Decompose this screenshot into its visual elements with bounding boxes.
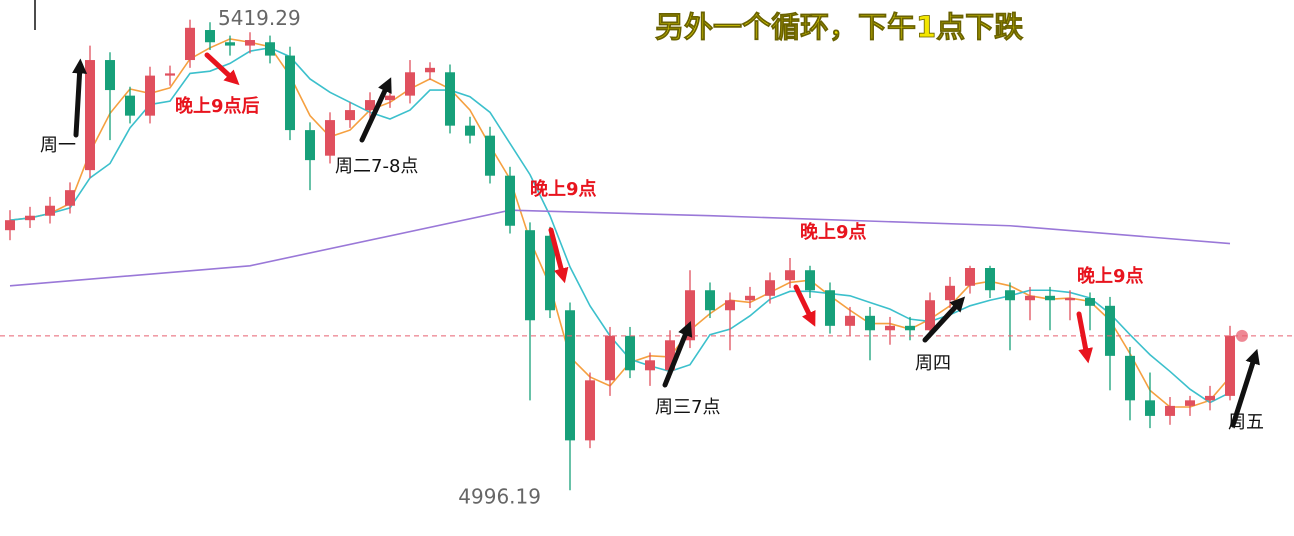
candle-body: [1025, 295, 1035, 301]
candle-body: [565, 310, 575, 441]
candle-body: [1105, 305, 1115, 356]
arrow: [1076, 311, 1093, 364]
candle-body: [665, 340, 675, 371]
candle-body: [1125, 355, 1135, 401]
annotation: 周三7点: [655, 397, 720, 418]
candle-body: [385, 95, 395, 101]
annotation: 晚上9点: [800, 221, 867, 243]
candle-body: [1005, 290, 1015, 301]
candle-body: [985, 268, 995, 291]
arrow: [793, 284, 816, 327]
candle-body: [485, 135, 495, 176]
candle-body: [965, 268, 975, 286]
candle-body: [205, 30, 215, 43]
candle-body: [765, 280, 775, 296]
candle-body: [1185, 400, 1195, 406]
candle-body: [285, 55, 295, 131]
candle-body: [785, 270, 795, 281]
candle-body: [1065, 298, 1075, 301]
candle-body: [145, 75, 155, 116]
candle-body: [125, 95, 135, 116]
arrow: [204, 52, 240, 86]
candle-body: [1225, 335, 1235, 396]
candle-body: [5, 220, 15, 231]
annotation: 晚上9点后: [175, 95, 260, 117]
arrow: [72, 58, 88, 138]
candle-body: [825, 290, 835, 326]
candle-body: [705, 290, 715, 311]
candle-body: [445, 72, 455, 126]
arrow: [1230, 348, 1260, 428]
candle-body: [605, 335, 615, 381]
annotation: 周二7-8点: [335, 156, 418, 177]
candle-body: [505, 175, 515, 226]
arrows: [72, 52, 1260, 428]
candle-body: [365, 100, 375, 111]
annotation: 周五: [1228, 412, 1264, 433]
candle-body: [585, 380, 595, 441]
candle-body: [25, 215, 35, 221]
price-dot: [1236, 329, 1248, 342]
candle-body: [545, 235, 555, 311]
candle-body: [1145, 400, 1155, 416]
candle-body: [725, 300, 735, 311]
candle-body: [325, 120, 335, 156]
candle-body: [265, 42, 275, 56]
candle-body: [85, 60, 95, 171]
candle-body: [645, 360, 655, 371]
candle-body: [525, 230, 535, 321]
candle-body: [885, 325, 895, 331]
candle-body: [425, 67, 435, 73]
plot: [0, 19, 1294, 491]
candle-body: [225, 42, 235, 46]
ma-line: [9, 46, 1231, 404]
annotation: 周四: [915, 353, 951, 374]
candle-body: [65, 190, 75, 206]
ma-line: [9, 38, 1231, 408]
annotation: 晚上9点: [530, 178, 597, 200]
candle-body: [1165, 405, 1175, 416]
arrow: [922, 296, 966, 343]
arrow: [548, 227, 569, 284]
low-label: 4996.19: [458, 485, 541, 509]
candle-body: [1085, 298, 1095, 306]
candle-body: [905, 325, 915, 331]
candle-body: [845, 315, 855, 326]
candle-body: [805, 270, 815, 291]
candle-body: [745, 295, 755, 301]
candle-body: [465, 125, 475, 136]
candle-body: [105, 60, 115, 91]
annotation: 晚上9点: [1077, 265, 1144, 287]
candle-body: [865, 315, 875, 331]
candle-body: [625, 335, 635, 371]
chart-title: 另外一个循环，下午1点下跌: [655, 10, 1023, 44]
arrow: [359, 77, 392, 143]
candle-body: [945, 285, 955, 301]
high-label: 5419.29: [218, 6, 301, 30]
candle-body: [345, 110, 355, 121]
candle-body: [1045, 295, 1055, 301]
candle-body: [245, 40, 255, 46]
annotation: 周一: [40, 135, 76, 156]
candle-body: [685, 290, 695, 341]
arrow: [662, 321, 693, 388]
candle-body: [1205, 395, 1215, 401]
candle-body: [405, 72, 415, 96]
candle-body: [185, 27, 195, 61]
candle-body: [165, 73, 175, 76]
candle-body: [45, 205, 55, 216]
ma-line: [9, 209, 1231, 287]
candle-body: [925, 300, 935, 331]
candle-body: [305, 130, 315, 161]
